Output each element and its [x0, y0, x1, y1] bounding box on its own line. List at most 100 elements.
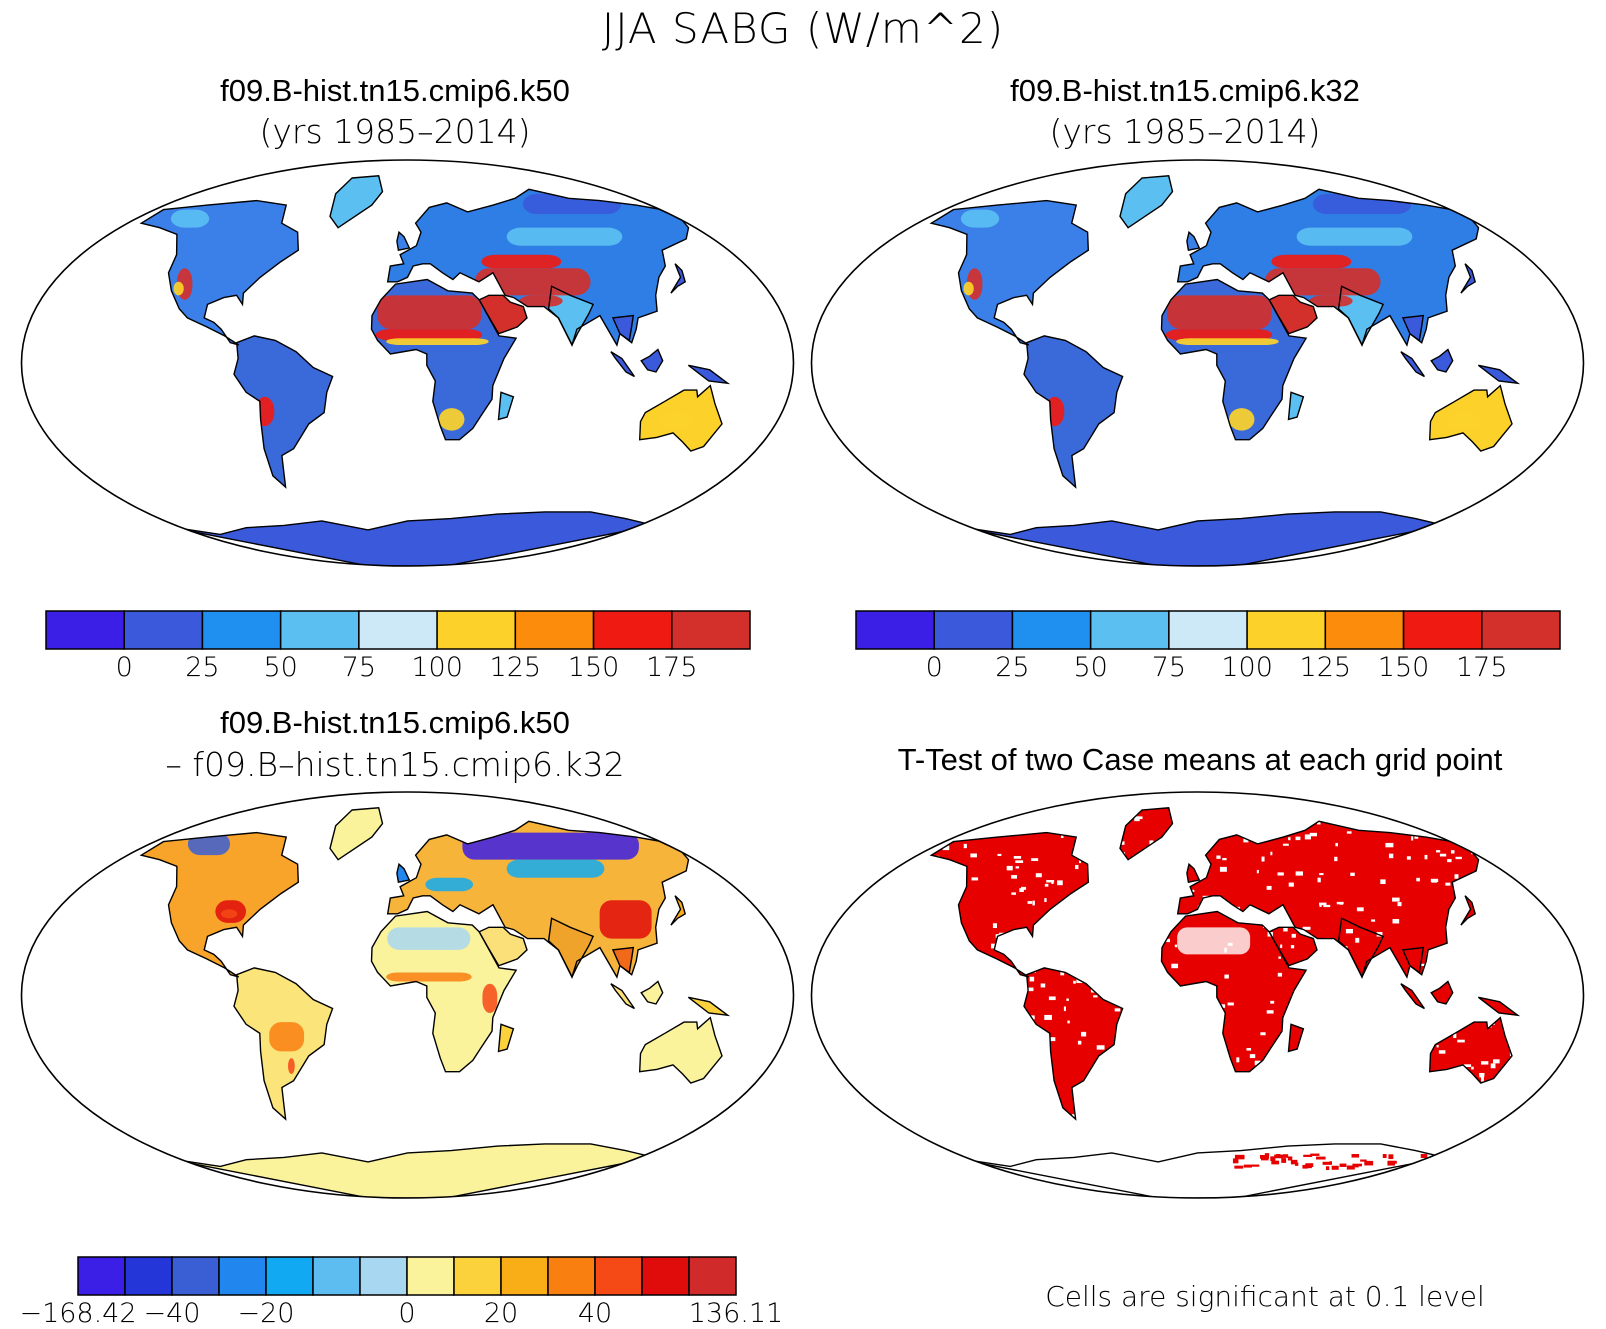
- map-k50: [20, 159, 795, 567]
- colorbar-swatch: [123, 610, 204, 650]
- coastline: [1268, 294, 1318, 335]
- coastline: [1186, 230, 1201, 252]
- panel-diff-title: f09.B-hist.tn15.cmip6.k50: [220, 705, 570, 740]
- colorbar-swatch: [500, 1256, 549, 1296]
- coastline: [1460, 895, 1477, 926]
- coastline: [160, 1143, 655, 1198]
- colorbar-tick-label: 0: [925, 652, 943, 683]
- coastline: [687, 996, 731, 1017]
- coastline: [670, 263, 687, 294]
- coastline: [1430, 348, 1454, 373]
- coastline: [396, 230, 411, 252]
- coastline: [370, 910, 518, 1073]
- coastline: [1428, 384, 1513, 452]
- land-region-arabia: [479, 927, 527, 966]
- land-region-borneo: [1431, 981, 1453, 1004]
- colorbar-swatch: [436, 610, 517, 650]
- map-border: [20, 791, 795, 1199]
- colorbar-swatch: [312, 1256, 361, 1296]
- map-ttest: [810, 791, 1585, 1199]
- land-region-india: [548, 918, 594, 977]
- colorbar-tick-label: 100: [411, 652, 463, 683]
- coastline: [1477, 364, 1521, 385]
- colorbar-swatch: [359, 1256, 408, 1296]
- colorbar-tick-label: 100: [1221, 652, 1273, 683]
- land-region-seasia: [1402, 947, 1424, 973]
- coastline: [1337, 917, 1385, 979]
- colorbar-swatch: [1246, 610, 1327, 650]
- coastline: [1400, 351, 1425, 378]
- land-region-africa: [371, 911, 517, 1072]
- map-border: [810, 159, 1585, 567]
- coastline: [1430, 980, 1454, 1005]
- colorbar-tick-label: 125: [489, 652, 542, 683]
- land-region-samerica: [1024, 967, 1123, 1120]
- coastline: [1160, 910, 1308, 1073]
- coastline: [950, 1143, 1445, 1198]
- coastline: [610, 983, 635, 1010]
- land-region-eurasia: [1177, 821, 1479, 977]
- colorbar-tick-label: 175: [645, 652, 698, 683]
- land-region-greenland: [1120, 807, 1173, 860]
- land-region-samerica: [234, 335, 333, 488]
- colorbar-swatch: [406, 1256, 455, 1296]
- colorbar-tick-label: −20: [237, 1298, 295, 1329]
- colorbar-swatch: [171, 1256, 220, 1296]
- colorbar-swatch: [45, 610, 125, 650]
- coastline: [160, 511, 655, 566]
- land-region-sumatra: [1400, 983, 1425, 1009]
- colorbar-swatch: [1402, 610, 1483, 650]
- coastline: [950, 511, 1445, 566]
- land-region-madagascar: [1288, 392, 1304, 420]
- coastline: [1023, 335, 1124, 489]
- land-region-greenland: [330, 175, 383, 228]
- coastline: [233, 967, 334, 1121]
- coastline: [139, 199, 300, 346]
- map-k32: [810, 159, 1585, 567]
- colorbar-swatch: [358, 610, 438, 650]
- colorbar-diff: [77, 1256, 737, 1296]
- land-region-greenland: [330, 807, 383, 860]
- coastline: [1160, 278, 1308, 441]
- coastline: [329, 807, 384, 861]
- colorbar-swatch: [933, 610, 1014, 650]
- land-region-namerica: [931, 832, 1089, 977]
- colorbar-swatch: [1481, 610, 1561, 650]
- colorbar-tick-label: 25: [185, 652, 220, 683]
- coastline: [1119, 175, 1174, 229]
- colorbar-swatch: [453, 1256, 502, 1296]
- panel-diff-subtitle: – f09.B–hist.tn15.cmip6.k32: [165, 745, 625, 784]
- colorbar-tick-label: 50: [263, 652, 298, 683]
- colorbar-tick-label: 150: [567, 652, 620, 683]
- coastline: [929, 831, 1090, 978]
- colorbar-tick-label: 50: [1073, 652, 1108, 683]
- coastline: [638, 1016, 723, 1084]
- colorbar-tick-label: 20: [483, 1298, 519, 1329]
- colorbar-tick-label: 40: [577, 1298, 613, 1329]
- colorbar-swatch: [688, 1256, 737, 1296]
- coastline: [478, 294, 528, 335]
- land-region-madagascar: [1288, 1024, 1304, 1052]
- coastline: [1401, 946, 1425, 974]
- coastline: [638, 384, 723, 452]
- colorbar-swatch: [77, 1256, 126, 1296]
- colorbar-tick-label: 125: [1299, 652, 1352, 683]
- colorbar-tick-label: 136.11: [688, 1298, 784, 1329]
- colorbar-tick-label: 150: [1377, 652, 1430, 683]
- land-region-borneo: [1431, 349, 1453, 372]
- land-region-uk: [1186, 232, 1200, 251]
- land-region-greenland: [1120, 175, 1173, 228]
- coastline: [1119, 807, 1174, 861]
- land-region-madagascar: [498, 1024, 514, 1052]
- colorbar-tick-label: 75: [1151, 652, 1187, 683]
- coastline: [478, 926, 528, 967]
- land-region-newguinea: [688, 997, 728, 1016]
- colorbar-swatch: [592, 610, 673, 650]
- coastline: [610, 351, 635, 378]
- land-region-uk: [396, 864, 410, 883]
- coastline: [233, 335, 334, 489]
- coastline: [670, 895, 687, 926]
- ttest-significance-note: Cells are significant at 0.1 level: [1045, 1280, 1485, 1313]
- coastline: [640, 348, 664, 373]
- panel-k32-title: f09.B-hist.tn15.cmip6.k32: [1010, 73, 1360, 108]
